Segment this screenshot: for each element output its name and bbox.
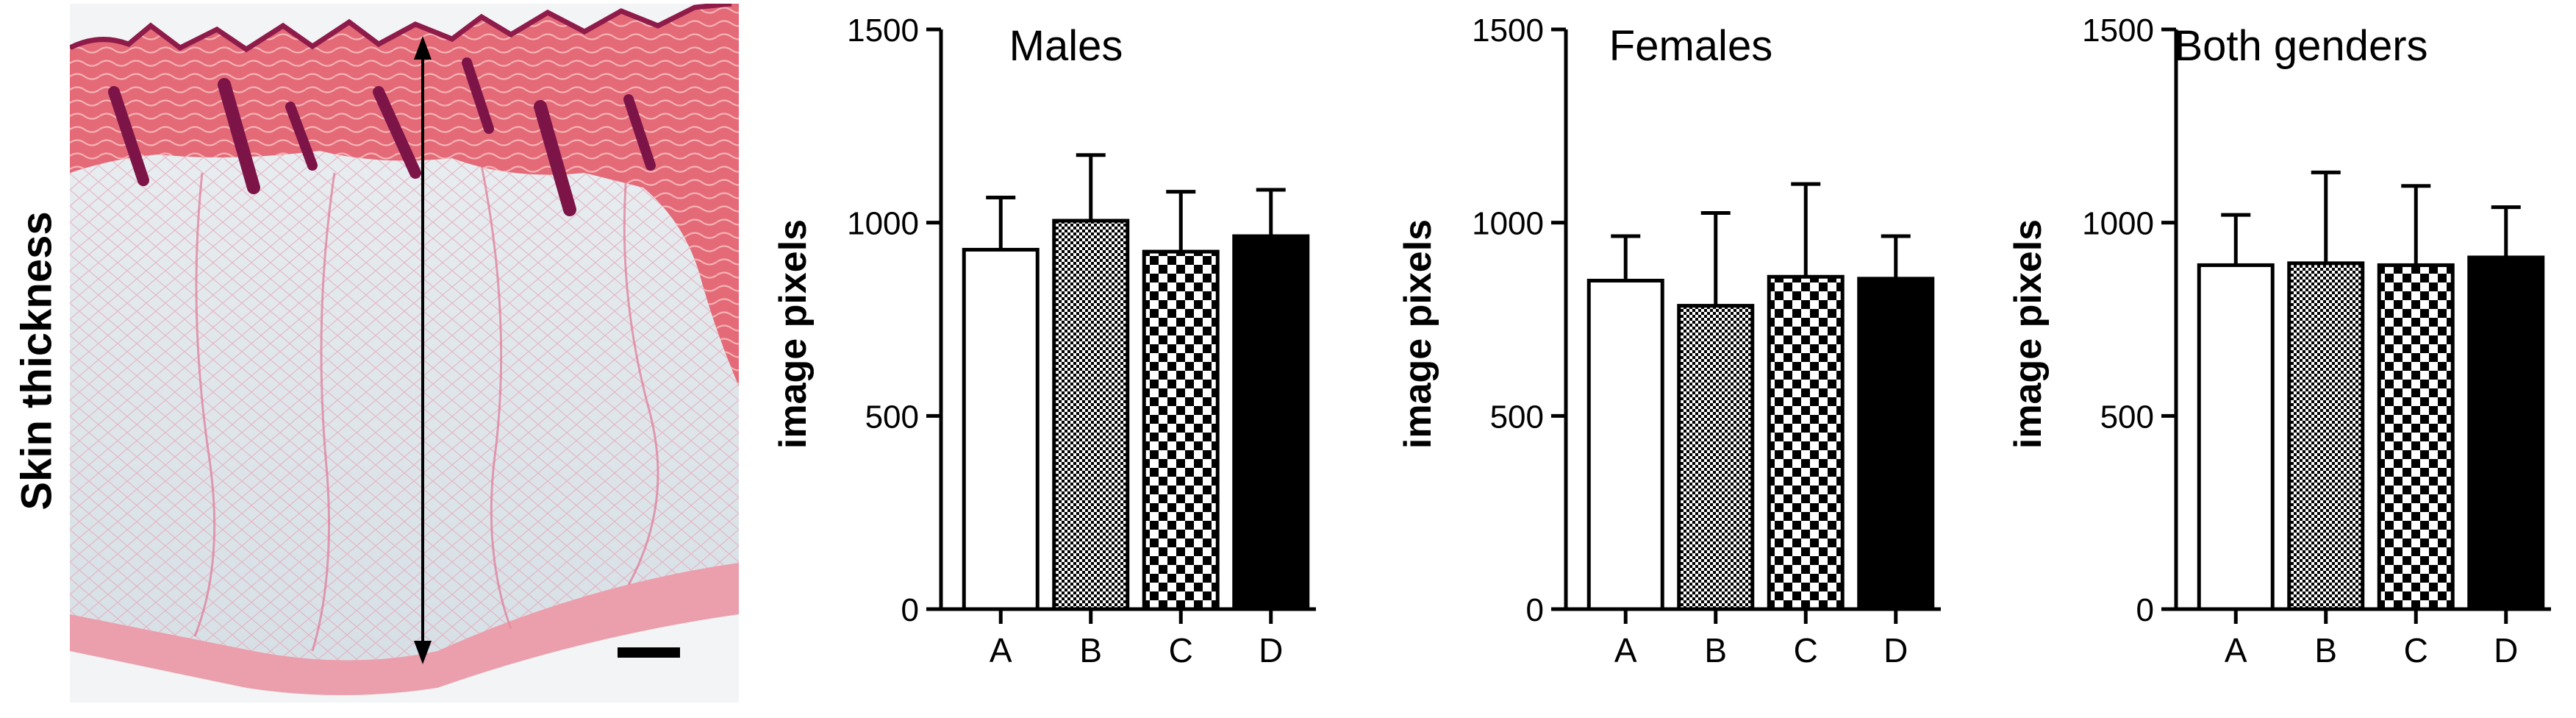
x-tick-label: C	[2404, 631, 2428, 669]
chart-females: Females image pixels 0 500 1000 1500 A B C D	[1360, 0, 1963, 718]
chart-females-svg: Females image pixels 0 500 1000 1500 A B C D	[1397, 13, 1941, 669]
x-tick-label: D	[2494, 631, 2518, 669]
hair-follicle	[623, 94, 656, 171]
x-tick-label: A	[2225, 631, 2247, 669]
y-tick-label: 1000	[847, 206, 919, 242]
hair-follicle	[218, 78, 260, 194]
y-tick-label: 500	[865, 399, 919, 435]
bar-a	[2197, 263, 2275, 611]
chart-both-genders-svg: Both genders image pixels 0 500 1000 1500 A B C D	[2007, 13, 2551, 669]
chart-title: Males	[1009, 22, 1123, 70]
x-tick-label: B	[2314, 631, 2337, 669]
bar-d	[1857, 277, 1935, 611]
y-tick-label: 1500	[1472, 13, 1544, 49]
hair-follicle	[285, 102, 318, 171]
x-tick-label: A	[990, 631, 1012, 669]
scale-bar	[618, 647, 680, 658]
hair-follicle	[373, 86, 421, 179]
x-tick-label: D	[1259, 631, 1283, 669]
bar-b	[2287, 261, 2365, 611]
x-tick-label: B	[1704, 631, 1727, 669]
thickness-arrow	[414, 36, 432, 664]
bar-d	[2467, 255, 2545, 611]
y-tick-label: 1500	[2082, 13, 2154, 49]
x-tick-label: C	[1169, 631, 1193, 669]
chart-both-genders: Both genders image pixels 0 500 1000 1500 A B C D	[1970, 0, 2573, 718]
chart-males: Males image pixels 0 500 1000 1500 A B C D	[735, 0, 1338, 718]
bar-c	[2377, 263, 2455, 611]
y-axis-label: image pixels	[1397, 219, 1439, 449]
y-axis-label: image pixels	[772, 219, 815, 449]
y-tick-label: 1500	[847, 13, 919, 49]
x-tick-label: A	[1614, 631, 1637, 669]
side-label: Skin thickness	[12, 99, 61, 622]
bar-c	[1142, 249, 1220, 611]
side-label-text: Skin thickness	[12, 210, 61, 511]
y-tick-label: 500	[1490, 399, 1544, 435]
septum-1	[193, 172, 216, 637]
panniculus-band	[70, 563, 739, 695]
y-tick-label: 0	[901, 592, 919, 628]
bar-a	[962, 247, 1040, 611]
chart-title: Females	[1609, 22, 1772, 70]
chart-title: Both genders	[2174, 22, 2427, 70]
x-tick-label: C	[1794, 631, 1818, 669]
x-tick-label: D	[1883, 631, 1908, 669]
hair-follicle	[108, 86, 149, 186]
histology-image	[70, 4, 739, 703]
hair-follicle	[462, 57, 494, 134]
y-axis-label: image pixels	[2007, 219, 2050, 449]
y-tick-label: 1000	[1472, 206, 1544, 242]
bar-b	[1677, 304, 1755, 611]
septum-3	[480, 165, 512, 630]
y-tick-label: 1000	[2082, 206, 2154, 242]
bar-b	[1052, 218, 1130, 611]
bar-d	[1232, 234, 1310, 611]
y-tick-label: 0	[2136, 592, 2154, 628]
bar-c	[1767, 274, 1845, 611]
septum-4	[623, 150, 659, 586]
y-tick-label: 0	[1526, 592, 1544, 628]
x-tick-label: B	[1079, 631, 1102, 669]
epidermis	[70, 4, 732, 53]
bar-a	[1586, 278, 1664, 611]
hair-follicle	[534, 100, 576, 216]
chart-males-svg: Males image pixels 0 500 1000 1500 A B C D	[772, 13, 1316, 669]
septum-2	[311, 172, 336, 652]
y-tick-label: 500	[2100, 399, 2154, 435]
